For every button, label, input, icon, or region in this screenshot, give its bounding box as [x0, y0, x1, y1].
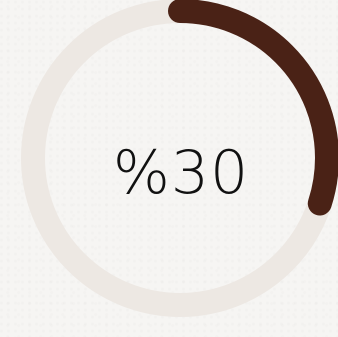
progress-percent-label: %30	[112, 138, 250, 208]
progress-ring-fill	[21, 0, 338, 317]
